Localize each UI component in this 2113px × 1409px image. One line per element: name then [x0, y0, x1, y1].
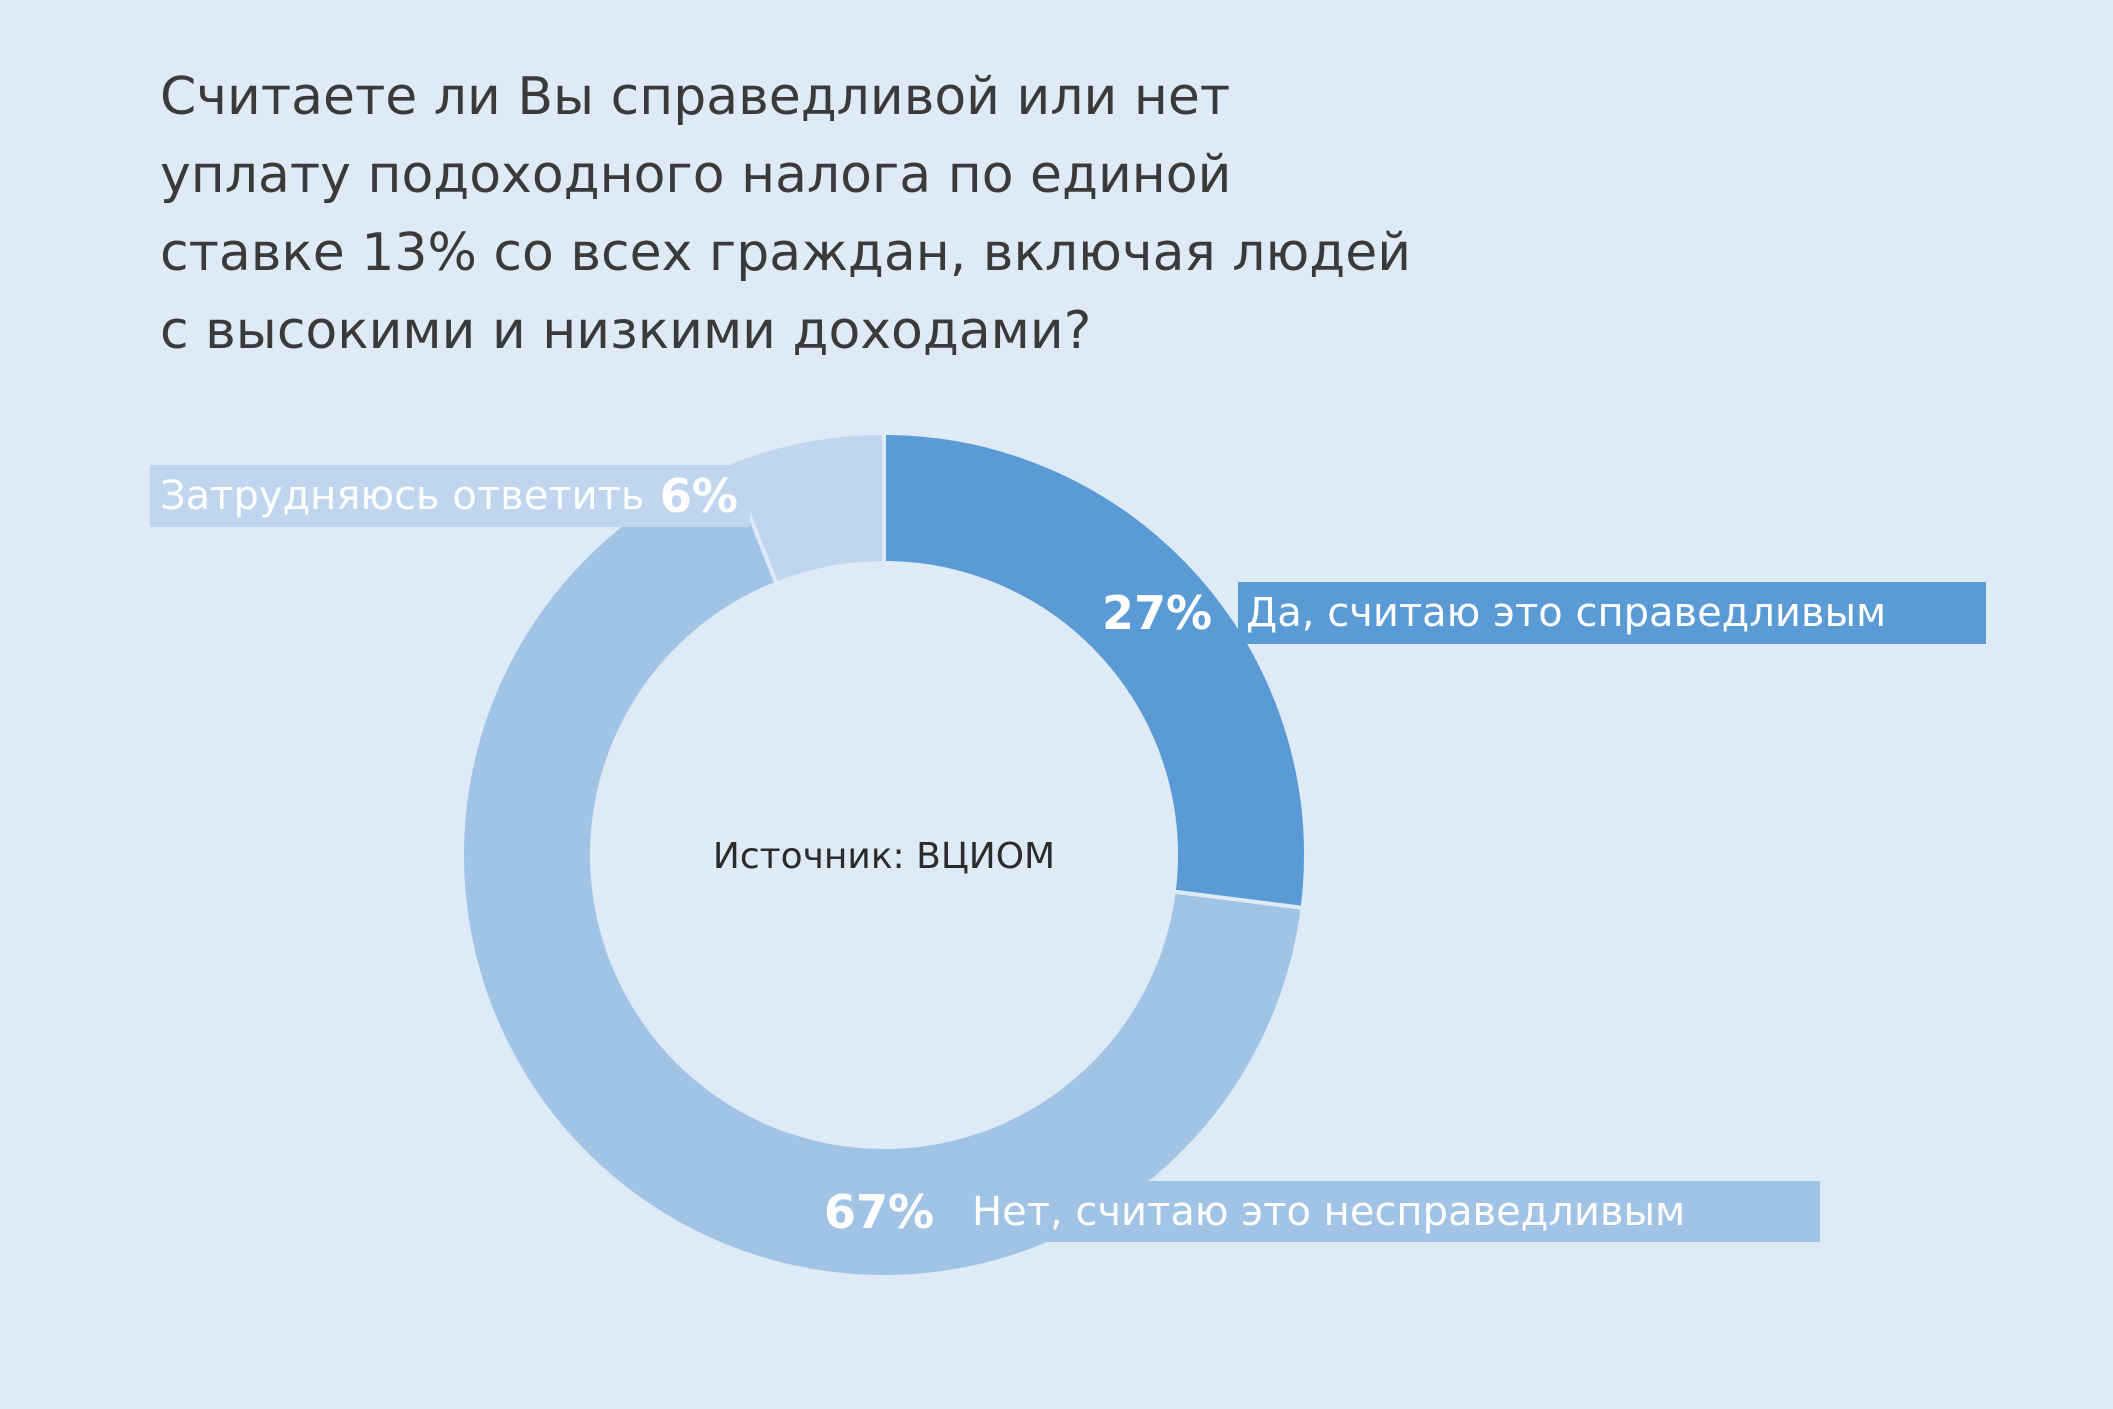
category-label-hard-to-say: Затрудняюсь ответить	[160, 473, 645, 519]
value-label-hard-to-say: 6%	[659, 469, 738, 523]
slice-label-hard-to-say: Затрудняюсь ответить 6%	[150, 465, 750, 527]
page-title: Считаете ли Вы справедливой или нет упла…	[160, 67, 1412, 361]
category-label-yes: Да, считаю это справедливым	[1246, 590, 1887, 636]
slice-hard-to-say	[726, 430, 886, 587]
slice-label-yes: 27% Да, считаю это справедливым	[1102, 582, 1986, 644]
value-label-yes: 27%	[1102, 586, 1213, 640]
slice-label-no: 67% Нет, считаю это несправедливым	[824, 1181, 1820, 1242]
category-label-no: Нет, считаю это несправедливым	[972, 1188, 1686, 1235]
slice-yes	[882, 430, 1308, 911]
value-label-no: 67%	[824, 1184, 935, 1239]
source-label: Источник: ВЦИОМ	[712, 836, 1056, 877]
donut-slices	[460, 430, 1308, 1279]
